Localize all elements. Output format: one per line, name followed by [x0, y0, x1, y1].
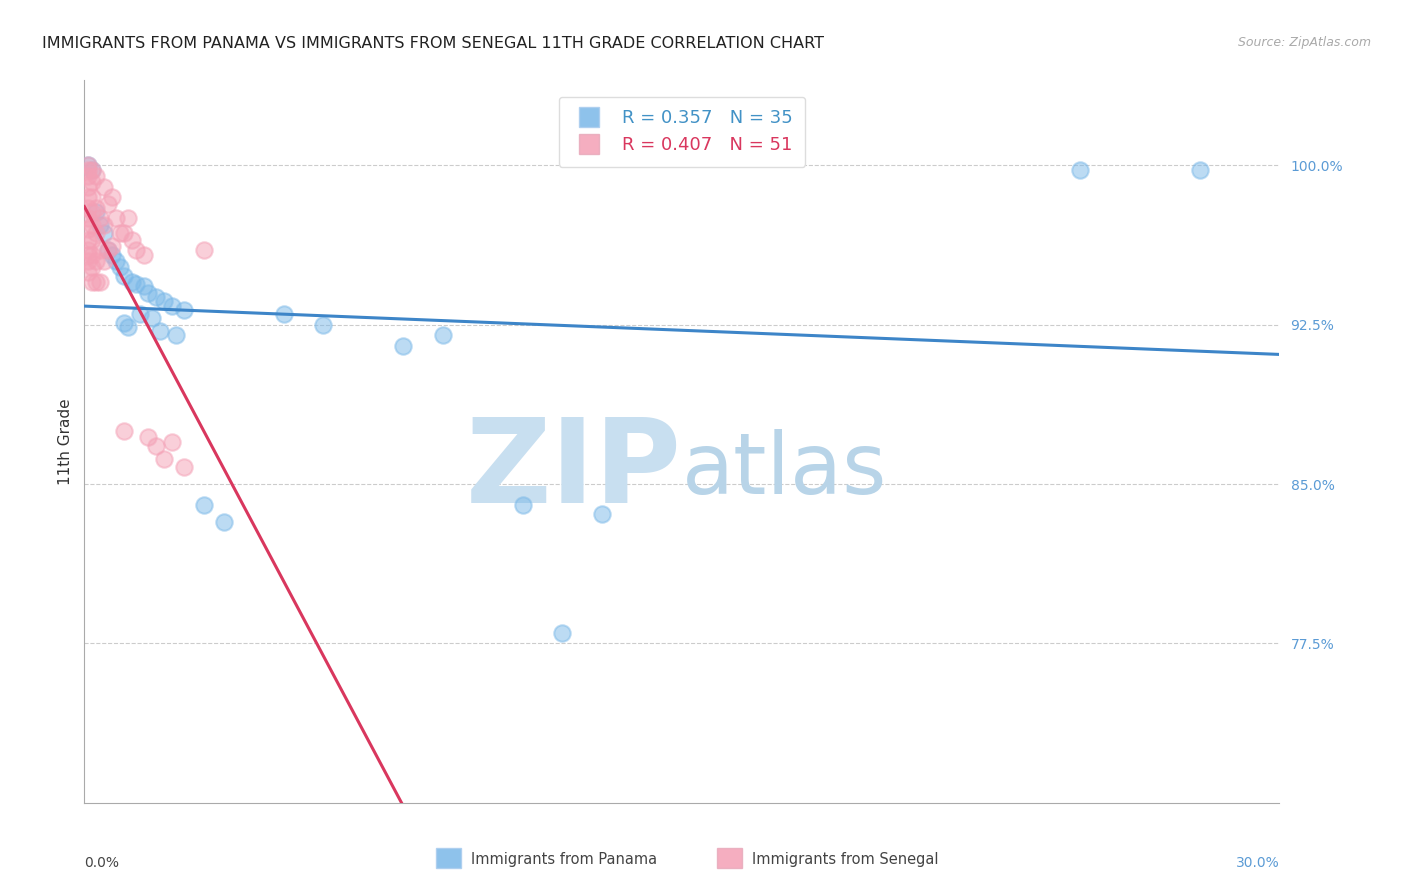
Point [93, 179, 115, 194]
Text: Immigrants from Senegal: Immigrants from Senegal [752, 852, 939, 867]
Point [86, 275, 108, 289]
Point [86, 227, 108, 241]
Point [77, 158, 100, 172]
Point [77, 211, 100, 226]
Point [551, 625, 574, 640]
Point [86, 169, 108, 183]
Point [165, 328, 187, 343]
Point [112, 316, 135, 330]
Point [82, 162, 104, 177]
Point [86, 201, 108, 215]
Point [512, 498, 534, 512]
Point [432, 328, 454, 343]
Point [212, 516, 235, 530]
Text: IMMIGRANTS FROM PANAMA VS IMMIGRANTS FROM SENEGAL 11TH GRADE CORRELATION CHART: IMMIGRANTS FROM PANAMA VS IMMIGRANTS FRO… [42, 36, 824, 51]
Point [77, 247, 100, 261]
Point [82, 162, 104, 177]
Point [312, 318, 335, 332]
Point [77, 158, 100, 172]
Point [77, 233, 100, 247]
Point [591, 507, 613, 521]
Point [149, 324, 172, 338]
Point [82, 218, 104, 232]
Point [129, 307, 152, 321]
Point [86, 253, 108, 268]
Point [77, 222, 100, 236]
Point [97, 244, 120, 258]
Point [77, 201, 100, 215]
Point [1069, 162, 1091, 177]
Point [77, 264, 100, 278]
Point [136, 285, 159, 300]
Text: Source: ZipAtlas.com: Source: ZipAtlas.com [1237, 36, 1371, 49]
Point [82, 275, 104, 289]
Point [77, 162, 100, 177]
Point [101, 190, 124, 204]
Point [112, 268, 135, 283]
Point [132, 247, 156, 261]
Text: 30.0%: 30.0% [1236, 855, 1279, 870]
Point [97, 196, 120, 211]
Point [160, 299, 183, 313]
Point [101, 239, 124, 253]
Text: atlas: atlas [682, 429, 887, 512]
Point [86, 205, 108, 219]
Point [121, 275, 143, 289]
Point [117, 211, 139, 226]
Point [145, 290, 167, 304]
Point [77, 190, 100, 204]
Point [89, 218, 111, 232]
Point [160, 434, 183, 449]
Point [77, 169, 100, 183]
Point [77, 253, 100, 268]
Point [110, 227, 132, 241]
Point [93, 218, 115, 232]
Point [273, 307, 295, 321]
Point [110, 260, 132, 275]
Point [141, 311, 163, 326]
Text: 0.0%: 0.0% [84, 855, 120, 870]
Point [77, 244, 100, 258]
Point [112, 227, 135, 241]
Point [153, 294, 176, 309]
Legend: R = 0.357   N = 35, R = 0.407   N = 51: R = 0.357 N = 35, R = 0.407 N = 51 [558, 96, 806, 167]
Point [145, 439, 167, 453]
Point [173, 302, 195, 317]
Point [97, 244, 120, 258]
Point [105, 253, 128, 268]
Point [93, 253, 115, 268]
Point [82, 233, 104, 247]
Point [125, 244, 148, 258]
Point [89, 275, 111, 289]
Point [101, 247, 124, 261]
Y-axis label: 11th Grade: 11th Grade [58, 398, 73, 485]
Point [82, 205, 104, 219]
Point [82, 260, 104, 275]
Point [173, 460, 195, 475]
Point [93, 227, 115, 241]
Point [89, 244, 111, 258]
Point [193, 498, 215, 512]
Point [112, 424, 135, 438]
Point [121, 233, 143, 247]
Point [82, 247, 104, 261]
Point [153, 451, 176, 466]
Text: Immigrants from Panama: Immigrants from Panama [471, 852, 657, 867]
Point [136, 430, 159, 444]
Point [77, 179, 100, 194]
Point [1188, 162, 1211, 177]
Point [125, 277, 148, 292]
Point [89, 211, 111, 226]
Point [193, 244, 215, 258]
Point [117, 319, 139, 334]
Text: ZIP: ZIP [465, 413, 682, 528]
Point [132, 279, 156, 293]
Point [82, 190, 104, 204]
Point [392, 339, 415, 353]
Point [105, 211, 128, 226]
Point [82, 175, 104, 189]
